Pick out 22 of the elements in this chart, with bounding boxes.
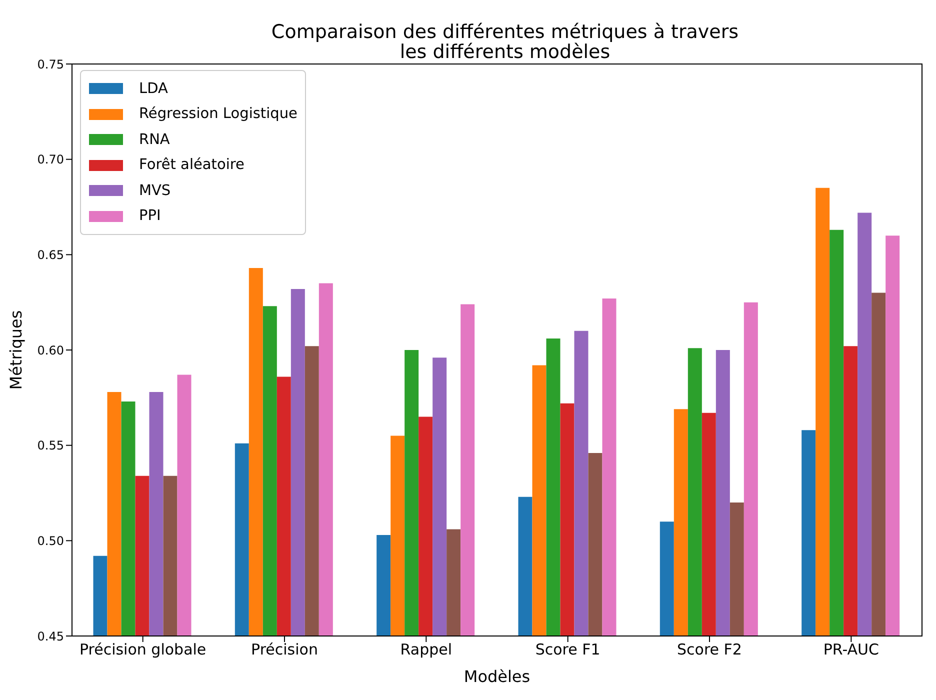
y-tick-label: 0.50 bbox=[37, 534, 64, 548]
y-tick-label: 0.75 bbox=[37, 57, 64, 72]
legend-label: LDA bbox=[139, 80, 168, 97]
x-tick-label: Précision bbox=[251, 640, 318, 659]
x-tick-label: Précision globale bbox=[79, 640, 206, 659]
y-axis-title: Métriques bbox=[6, 310, 26, 390]
legend-label: MVS bbox=[139, 182, 171, 199]
y-tick-label: 0.70 bbox=[37, 152, 64, 167]
x-axis-title: Modèles bbox=[464, 667, 530, 686]
legend-label: PPI bbox=[139, 208, 161, 224]
legend-label: Régression Logistique bbox=[139, 106, 298, 122]
y-tick-label: 0.65 bbox=[37, 248, 64, 262]
chart-title: Comparaison des différentes métriques à travers les différents modèles bbox=[271, 21, 739, 63]
y-tick-label: 0.45 bbox=[37, 629, 64, 644]
x-tick-label: Score F1 bbox=[535, 640, 600, 659]
x-tick-label: Rappel bbox=[400, 640, 452, 659]
x-tick-label: Score F2 bbox=[677, 640, 742, 659]
y-tick-label: 0.55 bbox=[37, 438, 64, 453]
y-tick-label: 0.60 bbox=[37, 343, 64, 358]
legend-label: RNA bbox=[139, 132, 170, 148]
legend-label: Forêt aléatoire bbox=[139, 157, 244, 174]
x-tick-label: PR-AUC bbox=[823, 640, 880, 659]
